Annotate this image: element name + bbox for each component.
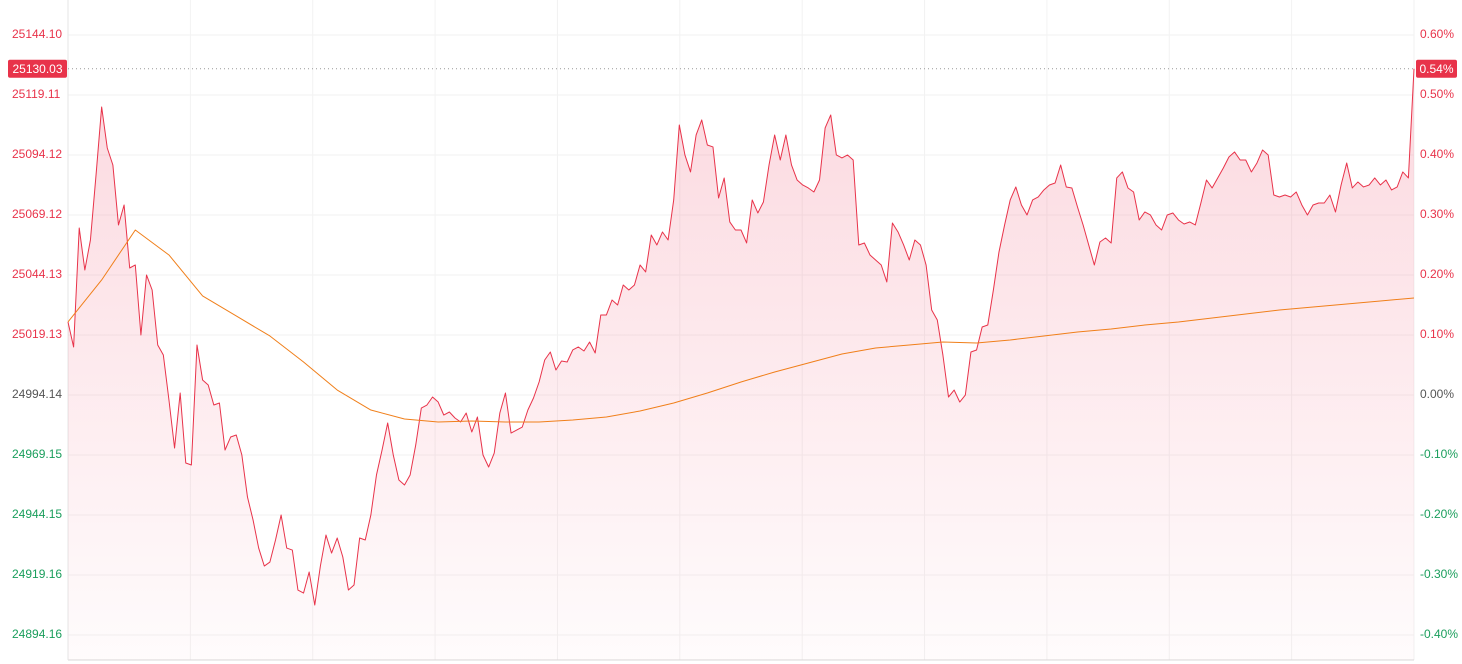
- y-tick-label: 24994.14: [12, 387, 62, 401]
- y2-tick-label: 0.10%: [1420, 327, 1454, 341]
- y2-tick-label: 0.50%: [1420, 87, 1454, 101]
- y-tick-label: 24919.16: [12, 567, 62, 581]
- y2-tick-label: 0.00%: [1420, 387, 1454, 401]
- y2-tick-label: 0.60%: [1420, 27, 1454, 41]
- y2-tick-label: -0.30%: [1420, 567, 1458, 581]
- current-change-label: 0.54%: [1419, 62, 1453, 76]
- y2-tick-label: 0.40%: [1420, 147, 1454, 161]
- y2-tick-label: -0.20%: [1420, 507, 1458, 521]
- y-tick-label: 25019.13: [12, 327, 62, 341]
- y-tick-label: 25069.12: [12, 207, 62, 221]
- price-line: [67, 68, 1415, 606]
- y-tick-label: 25144.10: [12, 27, 62, 41]
- y2-tick-label: -0.40%: [1420, 627, 1458, 641]
- price-area: [68, 68, 1414, 661]
- y-tick-label: 24969.15: [12, 447, 62, 461]
- current-change-box: [1416, 59, 1457, 78]
- y-tick-label: 25119.11: [12, 87, 61, 101]
- y-tick-label: 24894.16: [12, 627, 62, 641]
- y2-tick-label: -0.10%: [1420, 447, 1458, 461]
- current-price-box: [8, 59, 67, 78]
- y-tick-label: 25044.13: [12, 267, 62, 281]
- y2-tick-label: 0.20%: [1420, 267, 1454, 281]
- y-tick-label: 24944.15: [12, 507, 62, 521]
- y2-tick-label: 0.30%: [1420, 207, 1454, 221]
- current-price-label: 25130.03: [12, 62, 62, 76]
- average-line: [67, 229, 1415, 423]
- y-tick-label: 25094.12: [12, 147, 62, 161]
